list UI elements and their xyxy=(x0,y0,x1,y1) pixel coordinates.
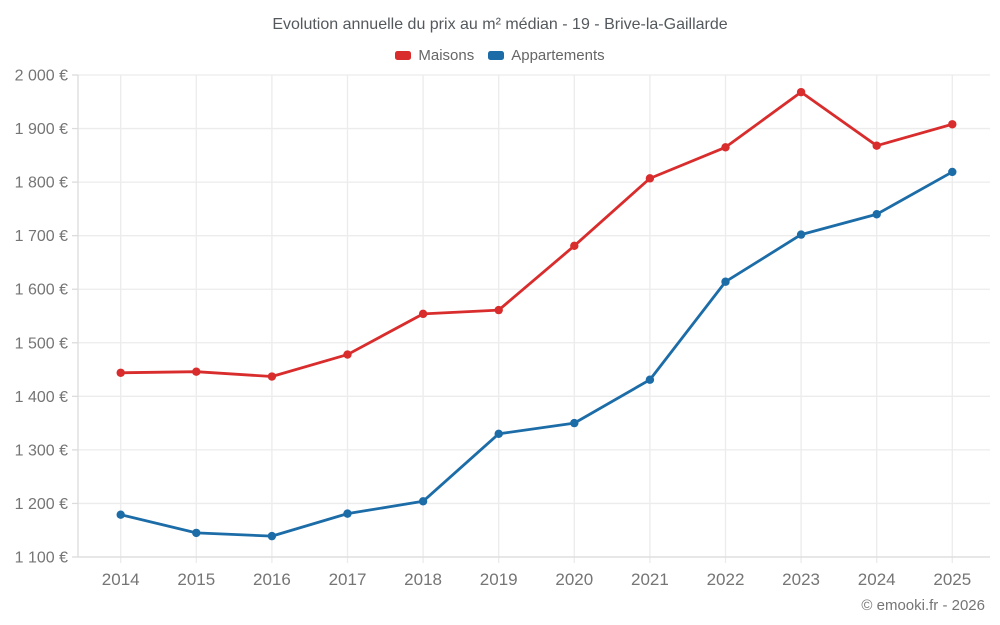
legend-label-maisons: Maisons xyxy=(418,47,475,64)
chart-legend: Maisons Appartements xyxy=(0,47,1000,64)
appartements-data-point-2021[interactable] xyxy=(645,375,655,384)
appartements-data-point-2019[interactable] xyxy=(494,429,503,439)
maisons-data-point-2022[interactable] xyxy=(721,143,730,152)
appartements-data-point-2016[interactable] xyxy=(267,531,277,541)
x-axis-tick-label: 2021 xyxy=(631,570,669,589)
y-axis-tick-label: 1 900 € xyxy=(15,121,68,138)
appartements-data-point-2014[interactable] xyxy=(116,510,125,519)
legend-label-appartements: Appartements xyxy=(511,47,605,64)
maisons-data-point-2016[interactable] xyxy=(267,372,277,381)
maisons-data-point-2014[interactable] xyxy=(116,368,125,377)
x-axis-tick-label: 2015 xyxy=(177,570,215,589)
appartements-data-point-2020[interactable] xyxy=(570,418,579,428)
footer-credit: © emooki.fr - 2026 xyxy=(861,597,985,614)
appartements-data-point-2025[interactable] xyxy=(948,167,957,177)
maisons-data-point-2017[interactable] xyxy=(343,350,352,359)
appartements-series-swatch-icon xyxy=(488,51,505,60)
x-axis-tick-label: 2016 xyxy=(253,570,291,589)
maisons-series-line xyxy=(119,90,954,378)
y-axis-tick-label: 2 000 € xyxy=(15,68,68,85)
x-axis-tick-label: 2025 xyxy=(933,570,971,589)
y-axis-tick-label: 1 200 € xyxy=(15,496,68,513)
x-axis-tick-label: 2018 xyxy=(404,570,442,589)
x-axis-tick-label: 2022 xyxy=(707,570,745,589)
y-axis-tick-label: 1 400 € xyxy=(15,389,68,406)
maisons-data-point-2018[interactable] xyxy=(418,309,428,319)
appartements-data-point-2017[interactable] xyxy=(343,509,352,518)
x-axis-tick-label: 2017 xyxy=(329,570,367,589)
x-axis-tick-label: 2020 xyxy=(555,570,593,589)
maisons-series-swatch-icon xyxy=(395,51,412,60)
maisons-data-point-2024[interactable] xyxy=(872,141,881,150)
appartements-series-line xyxy=(119,170,954,538)
y-axis-tick-label: 1 600 € xyxy=(15,282,68,299)
y-axis-tick-label: 1 100 € xyxy=(15,550,68,567)
appartements-data-point-2024[interactable] xyxy=(872,210,881,219)
maisons-data-point-2023[interactable] xyxy=(796,87,806,97)
y-axis-tick-label: 1 300 € xyxy=(15,442,68,459)
maisons-data-point-2020[interactable] xyxy=(570,241,579,251)
x-axis-tick-label: 2023 xyxy=(782,570,820,589)
appartements-data-point-2023[interactable] xyxy=(796,230,806,239)
legend-item-maisons[interactable]: Maisons xyxy=(395,47,474,64)
x-axis-tick-label: 2024 xyxy=(858,570,896,589)
maisons-data-point-2015[interactable] xyxy=(192,367,201,376)
maisons-data-point-2025[interactable] xyxy=(948,120,957,129)
y-axis-tick-label: 1 700 € xyxy=(15,228,68,245)
appartements-data-point-2015[interactable] xyxy=(192,528,201,538)
chart-title: Evolution annuelle du prix au m² médian … xyxy=(272,16,728,33)
maisons-data-point-2021[interactable] xyxy=(645,174,655,183)
appartements-data-point-2018[interactable] xyxy=(418,497,428,506)
y-axis-tick-label: 1 500 € xyxy=(15,335,68,352)
x-axis-tick-label: 2014 xyxy=(102,570,140,589)
x-axis-tick-label: 2019 xyxy=(480,570,518,589)
legend-item-appartements[interactable]: Appartements xyxy=(488,47,605,64)
y-axis-tick-label: 1 800 € xyxy=(15,175,68,192)
appartements-data-point-2022[interactable] xyxy=(721,277,730,286)
maisons-data-point-2019[interactable] xyxy=(494,305,503,315)
